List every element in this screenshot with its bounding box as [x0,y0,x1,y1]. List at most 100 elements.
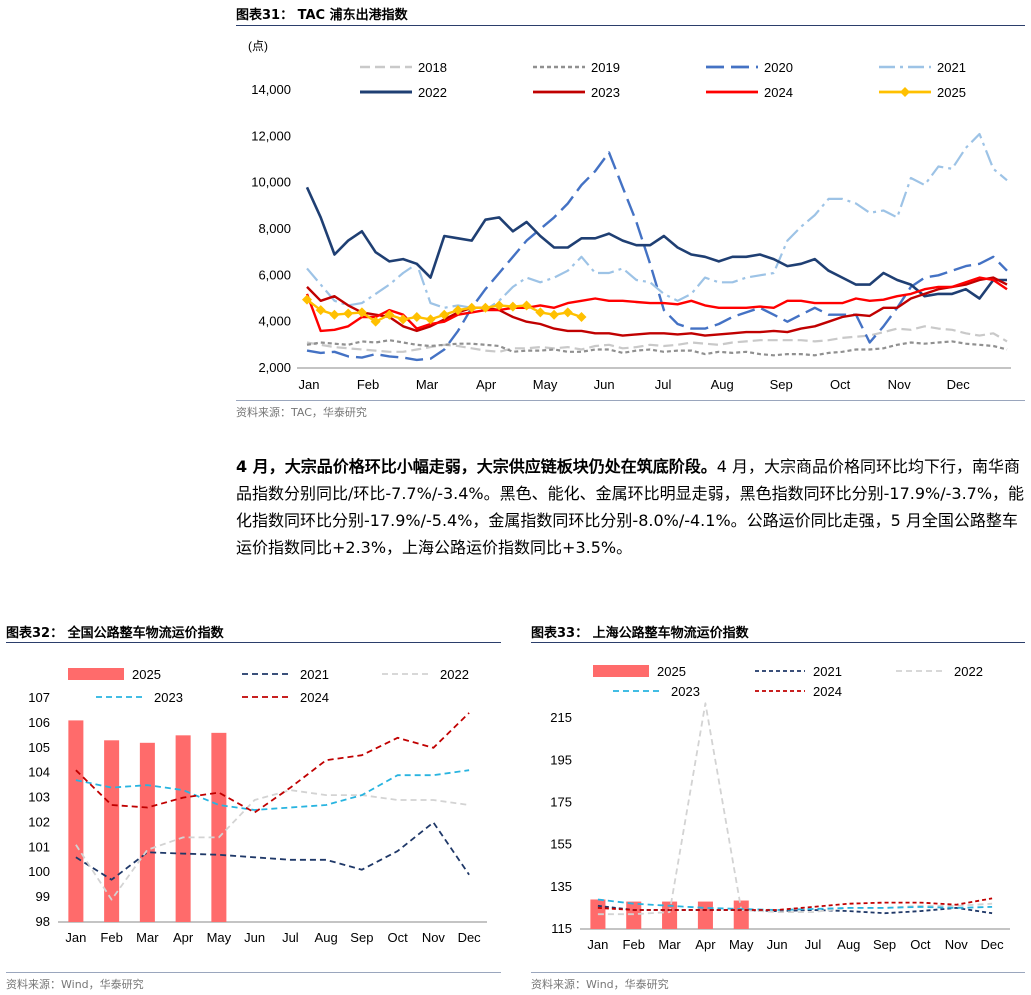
x-tick-label-dec: Dec [981,937,1005,952]
y-unit-label: (点) [248,39,268,53]
bar-2025-may [211,732,227,922]
commodity-paragraph: 4 月，大宗品价格环比小幅走弱，大宗供应链板块仍处在筑底阶段。4 月，大宗商品价… [236,453,1026,561]
x-tick-label: Nov [888,377,912,392]
x-tick-label: Oct [830,377,851,392]
legend-label-2023: 2023 [671,684,700,699]
fig31-title-rule [236,25,1025,26]
x-tick-label-jul: Jul [282,930,299,945]
y-tick-label: 6,000 [258,267,291,282]
legend-label-2021: 2021 [813,664,842,679]
y-tick-label: 102 [28,814,50,829]
y-tick-label: 107 [28,690,50,705]
legend-marker-2025 [900,87,910,97]
bar-2025-apr [697,901,713,929]
series-line-2022 [305,186,1007,300]
y-tick-label: 8,000 [258,221,291,236]
series-line-2024 [75,712,470,814]
bar-2025-jan [68,720,84,922]
y-tick-label: 195 [550,752,572,767]
x-tick-label-mar: Mar [658,937,681,952]
legend-label-2022: 2022 [954,664,983,679]
fig32-source-rule [6,972,501,973]
series-line-2022 [597,702,993,916]
legend-label-2021: 2021 [300,667,329,682]
y-tick-label: 101 [28,839,50,854]
series-line-2021 [306,132,1008,312]
bar-2025-feb [626,901,642,929]
y-tick-label: 215 [550,710,572,725]
point-2025 [452,305,463,316]
x-tick-label-aug: Aug [837,937,860,952]
point-2025 [576,312,587,323]
point-2025 [370,316,381,327]
x-tick-label-nov: Nov [422,930,446,945]
x-tick-label: Apr [476,377,497,392]
fig31-source: 资料来源：TAC，华泰研究 [236,406,367,419]
fig32-title-rule [6,642,501,643]
y-tick-label: 99 [36,889,50,904]
point-2025 [494,300,505,311]
x-tick-label-feb: Feb [623,937,645,952]
x-tick-label-oct: Oct [910,937,931,952]
point-2025 [521,300,532,311]
fig33-source: 资料来源：Wind，华泰研究 [531,978,669,991]
point-2025 [315,305,326,316]
x-tick-label: Jun [594,377,615,392]
y-tick-label: 100 [28,864,50,879]
series-line-2024 [305,276,1008,333]
x-tick-label-dec: Dec [458,930,482,945]
y-tick-label: 155 [550,837,572,852]
point-2025 [507,301,518,312]
x-tick-label-feb: Feb [100,930,122,945]
y-tick-label: 2,000 [258,360,291,375]
point-2025 [562,307,573,318]
series-line-2023 [75,769,470,811]
x-tick-label-apr: Apr [695,937,716,952]
legend-bar-2025 [68,668,124,680]
x-tick-label-sep: Sep [350,930,373,945]
x-tick-label: Feb [357,377,379,392]
legend-label-2023: 2023 [591,85,620,100]
point-2025 [384,309,395,320]
series-line-2021 [75,821,470,881]
series-line-2019 [306,339,1008,357]
point-2025 [425,314,436,325]
x-tick-label: Jan [299,377,320,392]
legend-label-2025: 2025 [657,664,686,679]
fig32-source: 资料来源：Wind，华泰研究 [6,978,144,991]
x-tick-label: Aug [711,377,734,392]
x-tick-label: Dec [947,377,971,392]
point-2025 [466,302,477,313]
legend-label-2025: 2025 [132,667,161,682]
point-2025 [356,307,367,318]
y-tick-label: 104 [28,765,50,780]
x-tick-label-jan: Jan [65,930,86,945]
point-2025 [329,309,340,320]
point-2025 [480,302,491,313]
shanghai-freight-chart: 115 135 155 175 195 215 Jan Feb Mar Apr May Jun Jul A… [550,664,1010,952]
legend-label-2018: 2018 [418,60,447,75]
point-2025 [343,308,354,319]
y-tick-label: 4,000 [258,314,291,329]
bar-2025-apr [175,735,191,922]
point-2025 [439,309,450,320]
x-tick-label-mar: Mar [136,930,159,945]
x-tick-label: Jul [655,377,672,392]
legend-label-2022: 2022 [418,85,447,100]
x-tick-label-jan: Jan [587,937,608,952]
point-2025 [411,312,422,323]
legend-label-2024: 2024 [813,684,842,699]
fig32-title: 图表32： 全国公路整车物流运价指数 [6,626,224,641]
y-tick-label: 105 [28,740,50,755]
x-tick-label-oct: Oct [388,930,409,945]
point-2025 [535,307,546,318]
x-tick-label-nov: Nov [945,937,969,952]
legend-label-2024: 2024 [300,690,329,705]
x-tick-label-jul: Jul [805,937,822,952]
point-2025 [302,294,312,305]
fig33-title-rule [531,642,1025,643]
x-tick-label-apr: Apr [173,930,194,945]
x-tick-label-jun: Jun [244,930,265,945]
y-tick-label: 12,000 [251,128,291,143]
x-tick-label: Mar [416,377,439,392]
